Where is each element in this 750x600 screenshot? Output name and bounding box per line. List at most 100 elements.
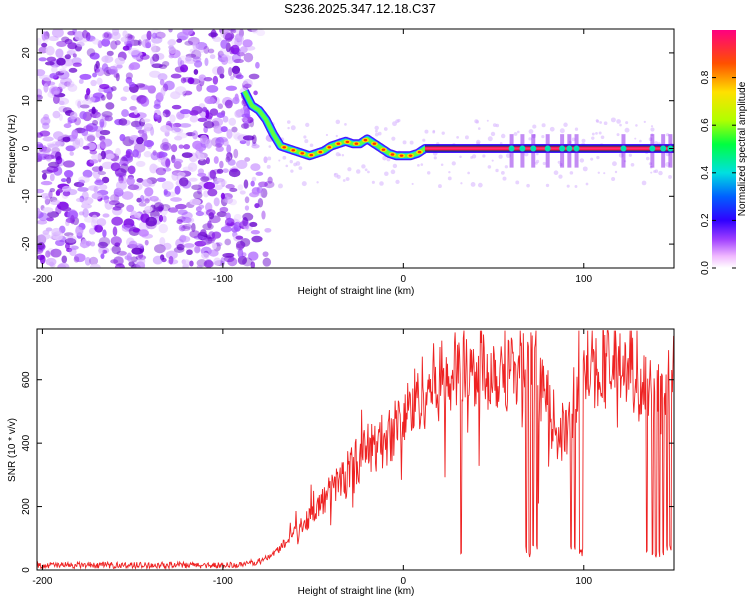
spectrogram-noise-cell — [256, 186, 263, 194]
spectrogram-noise-cell — [256, 29, 266, 37]
spectrogram-noise-cell — [236, 52, 245, 57]
spectrogram-noise-cell — [109, 194, 120, 203]
spectrogram-speckle — [598, 131, 602, 135]
spectrogram-speckle — [374, 132, 379, 137]
spectrogram-noise-cell — [188, 177, 198, 182]
spectrogram-speckle — [268, 145, 272, 148]
spectrogram-noise-cell — [82, 208, 89, 218]
spectrogram-noise-cell — [220, 192, 226, 200]
spectrogram-noise-cell — [45, 155, 52, 162]
spectrogram-speckle — [309, 143, 314, 148]
spectrogram-noise-cell — [153, 202, 165, 212]
spectrogram-speckle — [639, 139, 642, 143]
ridge-bright-spot — [660, 145, 667, 152]
spectrogram-speckle — [432, 130, 436, 134]
spectrogram-noise-cell — [219, 160, 224, 169]
spectrogram-noise-cell — [76, 226, 84, 237]
spectrogram-noise-cell — [116, 64, 123, 69]
spectrogram-noise-cell — [110, 259, 119, 264]
spectrogram-ridge-layer — [240, 88, 674, 168]
spectrogram-noise-cell — [128, 81, 136, 88]
spectrogram-speckle — [304, 139, 309, 144]
spectrogram-noise-cell — [165, 250, 178, 260]
spectrogram-noise-cell — [179, 234, 187, 243]
spectrogram-noise-cell — [251, 176, 257, 182]
spectrogram-speckle — [635, 124, 638, 127]
spectrogram-noise-cell — [42, 230, 50, 235]
spectrogram-noise-cell — [213, 125, 224, 134]
snr-x-label: Height of straight line (km) — [298, 586, 415, 597]
spectrogram-noise-cell — [100, 253, 105, 259]
spectrogram-speckle — [277, 183, 283, 189]
spectrogram-speckle — [298, 166, 303, 170]
spectrogram-speckle — [650, 171, 653, 174]
spectrogram-speckle — [289, 159, 293, 164]
spectrogram-noise-cell — [169, 114, 176, 123]
spectrogram-noise-cell — [69, 247, 77, 257]
spectrogram-speckle — [643, 120, 646, 124]
spectrogram-noise-cell — [244, 196, 250, 204]
spectrogram-noise-cell — [176, 38, 183, 43]
spectrogram-speckle — [355, 169, 361, 174]
spectrogram-speckle — [625, 121, 629, 125]
spectrogram-noise-cell — [207, 48, 215, 54]
spectrogram-noise-cell — [78, 176, 90, 184]
spectrogram-noise-cell — [84, 133, 96, 142]
spectrogram-noise-cell — [232, 71, 242, 79]
spectrogram-noise-cell — [201, 236, 209, 245]
spectrogram-y-tick-label: 20 — [21, 47, 32, 59]
spectrogram-noise-cell — [58, 141, 65, 148]
spectrogram-noise-cell — [243, 52, 254, 63]
spectrogram-speckle — [420, 163, 424, 166]
spectrogram-noise-cell — [46, 56, 57, 62]
spectrogram-noise-cell — [203, 120, 215, 129]
spectrogram-noise-cell — [225, 85, 238, 91]
spectrogram-speckle — [433, 156, 437, 160]
ridge-bright-spot — [573, 145, 580, 152]
spectrogram-noise-cell — [42, 173, 47, 180]
spectrogram-speckle — [595, 131, 598, 135]
spectrogram-noise-cell — [254, 203, 260, 209]
spectrogram-noise-cell — [73, 256, 80, 263]
spectrogram-noise-cell — [96, 77, 103, 86]
spectrogram-noise-cell — [211, 231, 222, 239]
spectrogram-noise-cell — [144, 239, 149, 246]
snr-y-tick-label: 200 — [21, 498, 32, 515]
spectrogram-noise-cell — [76, 41, 85, 47]
spectrogram-noise-cell — [178, 144, 184, 149]
spectrogram-noise-cell — [255, 171, 264, 176]
spectrogram-noise-cell — [170, 91, 181, 100]
spectrogram-noise-cell — [160, 142, 172, 151]
spectrogram-noise-cell — [135, 160, 146, 168]
spectrogram-speckle — [482, 154, 486, 158]
spectrogram-noise-cell — [151, 63, 163, 69]
spectrogram-noise-cell — [56, 40, 67, 48]
spectrogram-speckle — [596, 119, 600, 123]
spectrogram-noise-cell — [89, 52, 100, 60]
spectrogram-speckle — [371, 180, 375, 184]
spectrogram-noise-cell — [45, 81, 56, 86]
spectrogram-speckle — [566, 184, 570, 188]
spectrogram-speckle — [367, 170, 370, 174]
spectrogram-noise-cell — [193, 69, 199, 75]
spectrogram-noise-cell — [233, 58, 244, 64]
spectrogram-noise-cell — [198, 204, 205, 209]
spectrogram-noise-cell — [253, 90, 258, 96]
spectrogram-speckle — [600, 135, 605, 140]
spectrogram-speckle — [616, 119, 621, 124]
spectrogram-speckle — [526, 183, 530, 188]
spectrogram-noise-cell — [105, 102, 115, 110]
spectrogram-noise-cell — [228, 117, 237, 126]
spectrogram-noise-cell — [37, 188, 45, 194]
spectrogram-speckle — [610, 117, 616, 123]
spectrogram-noise-cell — [86, 48, 96, 57]
spectrogram-noise-cell — [67, 83, 78, 92]
spectrogram-noise-cell — [101, 55, 114, 63]
spectrogram-speckle — [628, 153, 632, 157]
spectrogram-noise-cell — [49, 188, 56, 193]
spectrogram-speckle — [618, 152, 624, 158]
spectrogram-noise-cell — [70, 214, 75, 225]
spectrogram-x-tick-label: 100 — [575, 274, 592, 285]
spectrogram-noise-cell — [208, 249, 219, 257]
spectrogram-noise-cell — [238, 35, 244, 43]
